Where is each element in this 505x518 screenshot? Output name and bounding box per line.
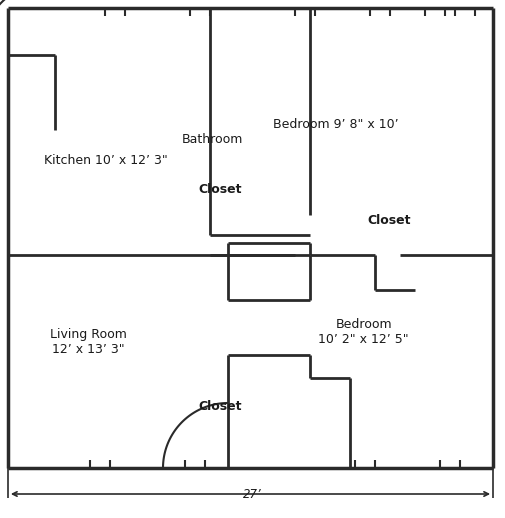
- Text: Closet: Closet: [367, 213, 411, 227]
- Text: 27’: 27’: [243, 487, 262, 500]
- Text: Bedroom
10’ 2" x 12’ 5": Bedroom 10’ 2" x 12’ 5": [318, 318, 409, 346]
- Text: Closet: Closet: [198, 182, 241, 196]
- Text: Living Room
12’ x 13’ 3": Living Room 12’ x 13’ 3": [50, 328, 127, 356]
- Text: Bathroom: Bathroom: [181, 133, 243, 147]
- Text: Kitchen 10’ x 12’ 3": Kitchen 10’ x 12’ 3": [44, 154, 168, 167]
- Text: Bedroom 9’ 8" x 10’: Bedroom 9’ 8" x 10’: [273, 118, 398, 131]
- Text: Closet: Closet: [198, 400, 241, 413]
